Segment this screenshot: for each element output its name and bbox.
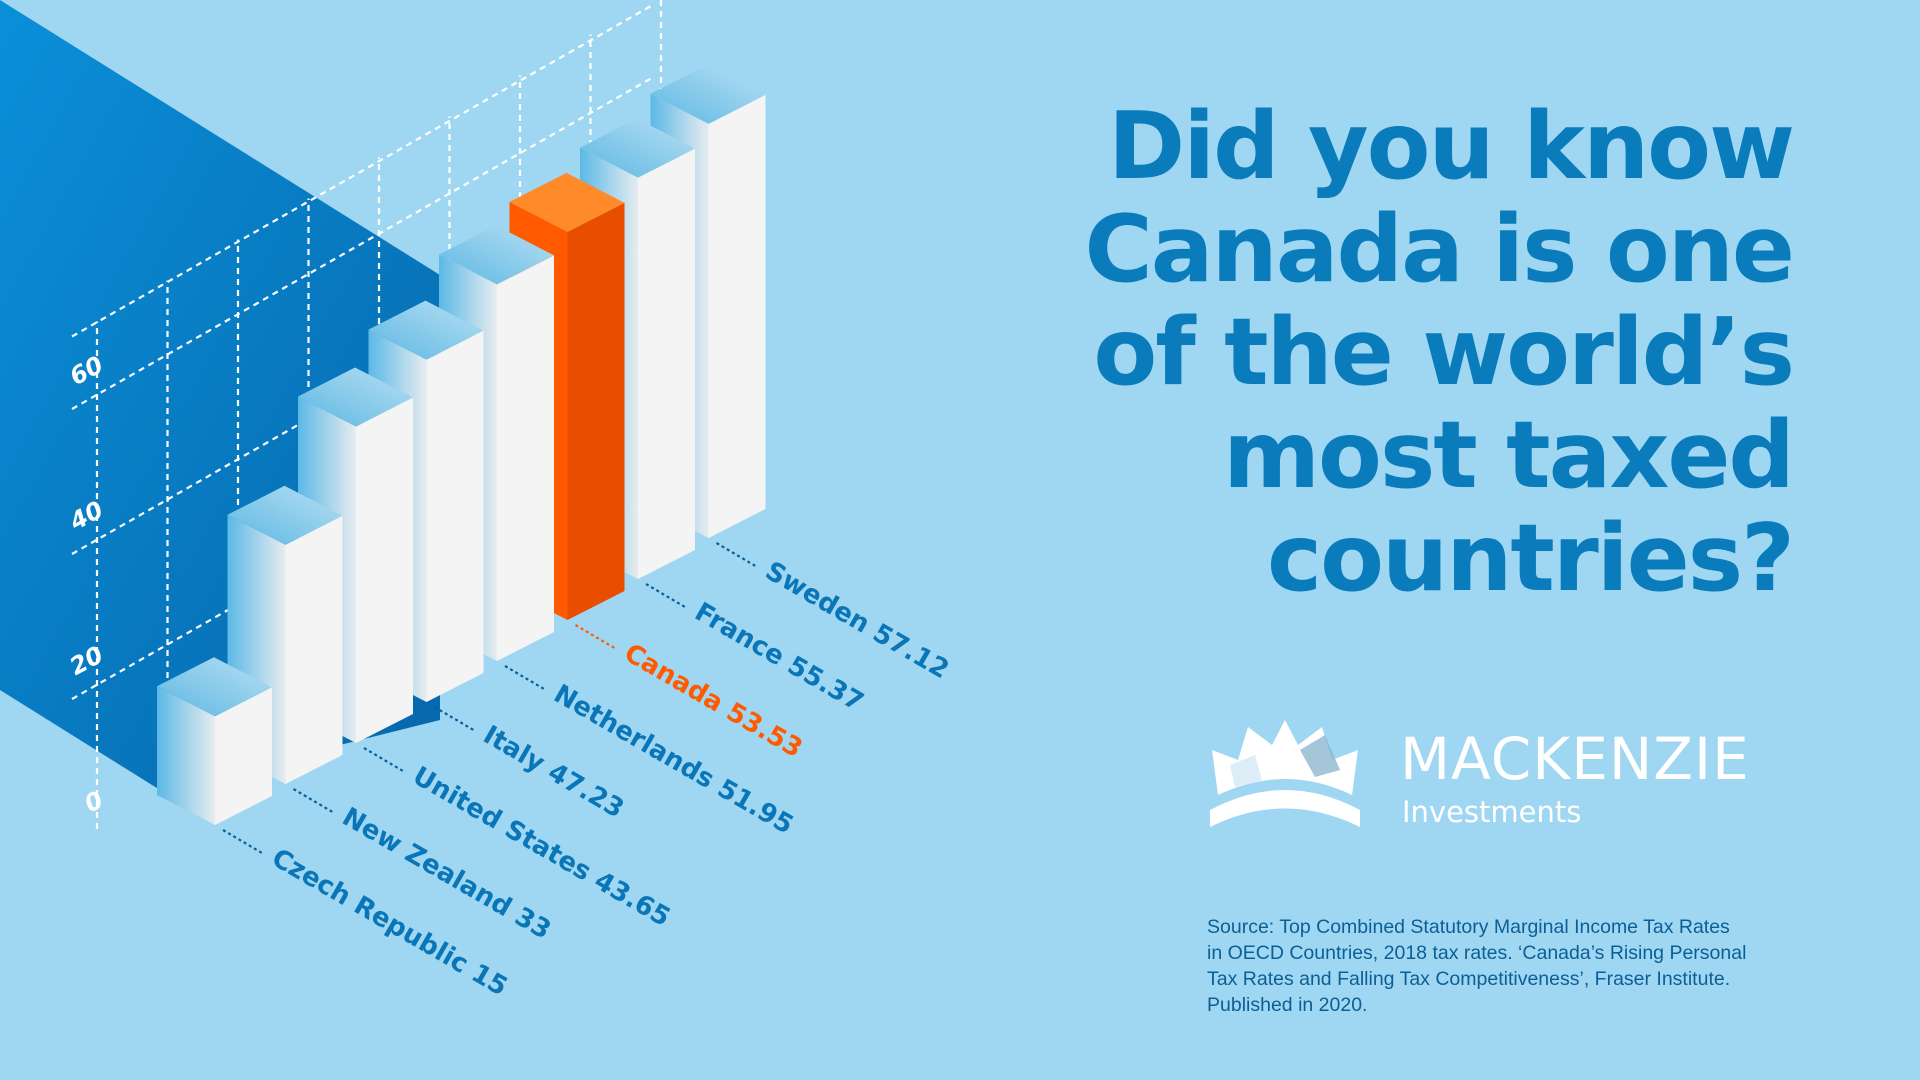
bar-face-side [426, 330, 484, 702]
headline-line: countries? [1266, 504, 1795, 612]
source-line: Source: Top Combined Statutory Marginal … [1207, 916, 1730, 938]
label-leader-line [574, 624, 616, 649]
brand-logo: MACKENZIE Investments [1200, 715, 1800, 845]
bar-face-top [368, 300, 484, 360]
label-leader-line [222, 829, 263, 854]
bar-face-side [356, 397, 413, 743]
headline-line: Canada is one [1084, 195, 1795, 303]
label-leader-line [433, 706, 475, 731]
mackenzie-crown-icon [1210, 720, 1360, 827]
brand-sub: Investments [1402, 795, 1582, 829]
bar-face-side [708, 94, 766, 539]
label-leader-line [363, 747, 404, 772]
headline: Did you know Canada is one of the world’… [893, 92, 1795, 612]
headline-line: most taxed [1223, 401, 1795, 509]
bars [157, 64, 766, 825]
bar-face-top [509, 172, 625, 232]
source-line: Published in 2020. [1207, 994, 1368, 1016]
label-leader-line [504, 665, 545, 690]
source-note: Source: Top Combined Statutory Marginal … [1207, 914, 1827, 1018]
label-leader-line [715, 542, 757, 567]
bar-face-side [567, 202, 625, 620]
y-tick-label: 0 [80, 786, 108, 819]
bar-label: Netherlands 51.95 [549, 679, 799, 841]
bar-face-top [227, 485, 343, 545]
bar-czech-republic [157, 657, 272, 825]
headline-line: Did you know [1108, 92, 1795, 200]
bar-face-top [439, 225, 554, 285]
grid-line-horizontal [71, 76, 655, 410]
headline-line: of the world’s [1093, 298, 1795, 406]
bar-label: United States 43.65 [408, 761, 676, 933]
brand-name: MACKENZIE [1400, 725, 1750, 793]
bar-face-side [215, 687, 272, 825]
bar-face-top [580, 118, 695, 178]
bar-face-top [298, 367, 413, 427]
bar-face-front [157, 686, 215, 825]
source-line: in OECD Countries, 2018 tax rates. ‘Cana… [1207, 942, 1747, 964]
label-leader-line [292, 788, 334, 813]
grid-line-horizontal [71, 3, 655, 338]
bar-label: Czech Republic 15 [267, 843, 513, 1002]
source-line: Tax Rates and Falling Tax Competitivenes… [1207, 968, 1731, 990]
bar-face-top [157, 657, 272, 717]
bar-face-side [638, 148, 695, 579]
bar-face-side [285, 515, 343, 784]
bar-face-top [650, 64, 766, 124]
bar-face-side [497, 255, 554, 661]
label-leader-line [645, 583, 686, 608]
